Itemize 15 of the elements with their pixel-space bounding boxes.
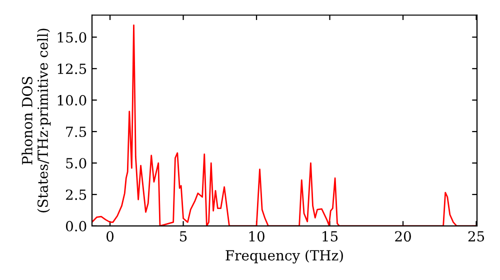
x-tick-label: 15 — [322, 231, 338, 242]
x-tick-label: 25 — [468, 231, 484, 242]
y-tick-label: 7.5 — [66, 126, 86, 138]
y-tick-label: 12.5 — [58, 64, 86, 74]
x-tick-label: 20 — [395, 231, 411, 242]
y-axis-title: Phonon DOS (States/THz·primitive cell) — [22, 28, 51, 212]
y-tick-label: 5.0 — [66, 158, 86, 168]
x-tick-label: 0 — [106, 231, 114, 242]
x-tick-label: 5 — [180, 231, 187, 242]
y-tick-label: 0.0 — [66, 220, 86, 232]
x-tick-label: 10 — [249, 231, 264, 242]
y-tick-label: 15.0 — [58, 32, 86, 43]
x-axis-title: Frequency (THz) — [226, 250, 343, 264]
y-tick-label: 2.5 — [66, 189, 86, 200]
y-tick-label: 10.0 — [58, 95, 86, 106]
